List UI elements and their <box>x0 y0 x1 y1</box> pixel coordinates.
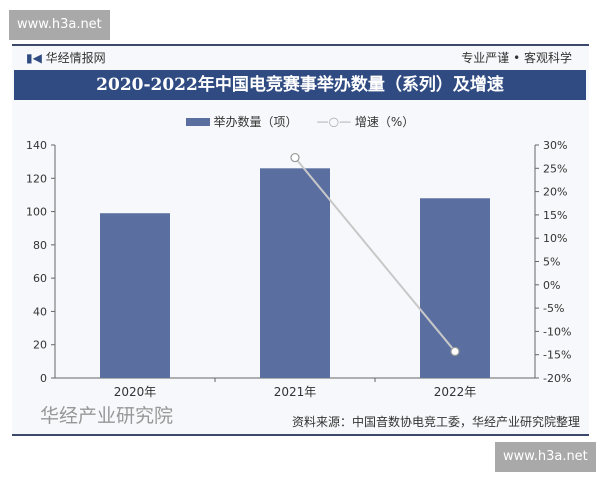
legend-line-swatch: —○— <box>316 114 352 129</box>
brand-name: 华经情报网 <box>45 51 106 65</box>
chart-title: 2020-2022年中国电竞赛事举办数量（系列）及增速 <box>14 70 586 100</box>
left-tick-label: 40 <box>33 305 47 318</box>
legend-line-label: 增速（%） <box>354 115 415 129</box>
brand: ▮◀ 华经情报网 <box>26 49 106 66</box>
right-tick-label: 15% <box>543 209 567 222</box>
left-tick-label: 100 <box>26 206 47 219</box>
top-divider <box>12 44 589 46</box>
right-tick-label: 5% <box>543 256 560 269</box>
bottom-divider <box>12 434 589 436</box>
right-tick-label: -15% <box>543 349 571 362</box>
slogan: 专业严谨 • 客观科学 <box>461 51 572 65</box>
left-tick-label: 120 <box>26 172 47 185</box>
right-tick-label: -10% <box>543 325 571 338</box>
footer-logo-text: 华经产业研究院 <box>40 405 174 427</box>
x-tick-label: 2020年 <box>114 385 157 399</box>
left-tick-label: 60 <box>33 272 47 285</box>
right-tick-label: 20% <box>543 186 567 199</box>
x-tick-label: 2022年 <box>434 385 477 399</box>
right-tick-label: 10% <box>543 232 567 245</box>
right-tick-label: 0% <box>543 279 560 292</box>
right-tick-label: -20% <box>543 372 571 385</box>
right-tick-label: -5% <box>543 302 564 315</box>
watermark-bottom: www.h3a.net <box>495 442 596 472</box>
right-tick-label: 30% <box>543 139 567 152</box>
brand-logo-icon: ▮◀ <box>26 51 42 65</box>
watermark-top: www.h3a.net <box>9 10 110 40</box>
bar-2021年 <box>260 168 330 378</box>
left-tick-label: 80 <box>33 239 47 252</box>
bar-2020年 <box>100 213 170 378</box>
growth-point <box>450 346 460 357</box>
left-tick-label: 140 <box>26 139 47 152</box>
left-tick-label: 0 <box>40 372 47 385</box>
x-tick-label: 2021年 <box>274 385 317 399</box>
growth-point <box>290 152 300 163</box>
legend-bar-label: 举办数量（项） <box>213 115 298 129</box>
legend-bar-swatch <box>185 117 210 126</box>
source-note: 资料来源：中国音数协电竞工委，华经产业研究院整理 <box>291 415 580 429</box>
right-tick-label: 25% <box>543 162 567 175</box>
growth-line <box>294 156 456 353</box>
left-tick-label: 20 <box>33 339 47 352</box>
legend: 举办数量（项） —○— 增速（%） <box>0 113 600 130</box>
